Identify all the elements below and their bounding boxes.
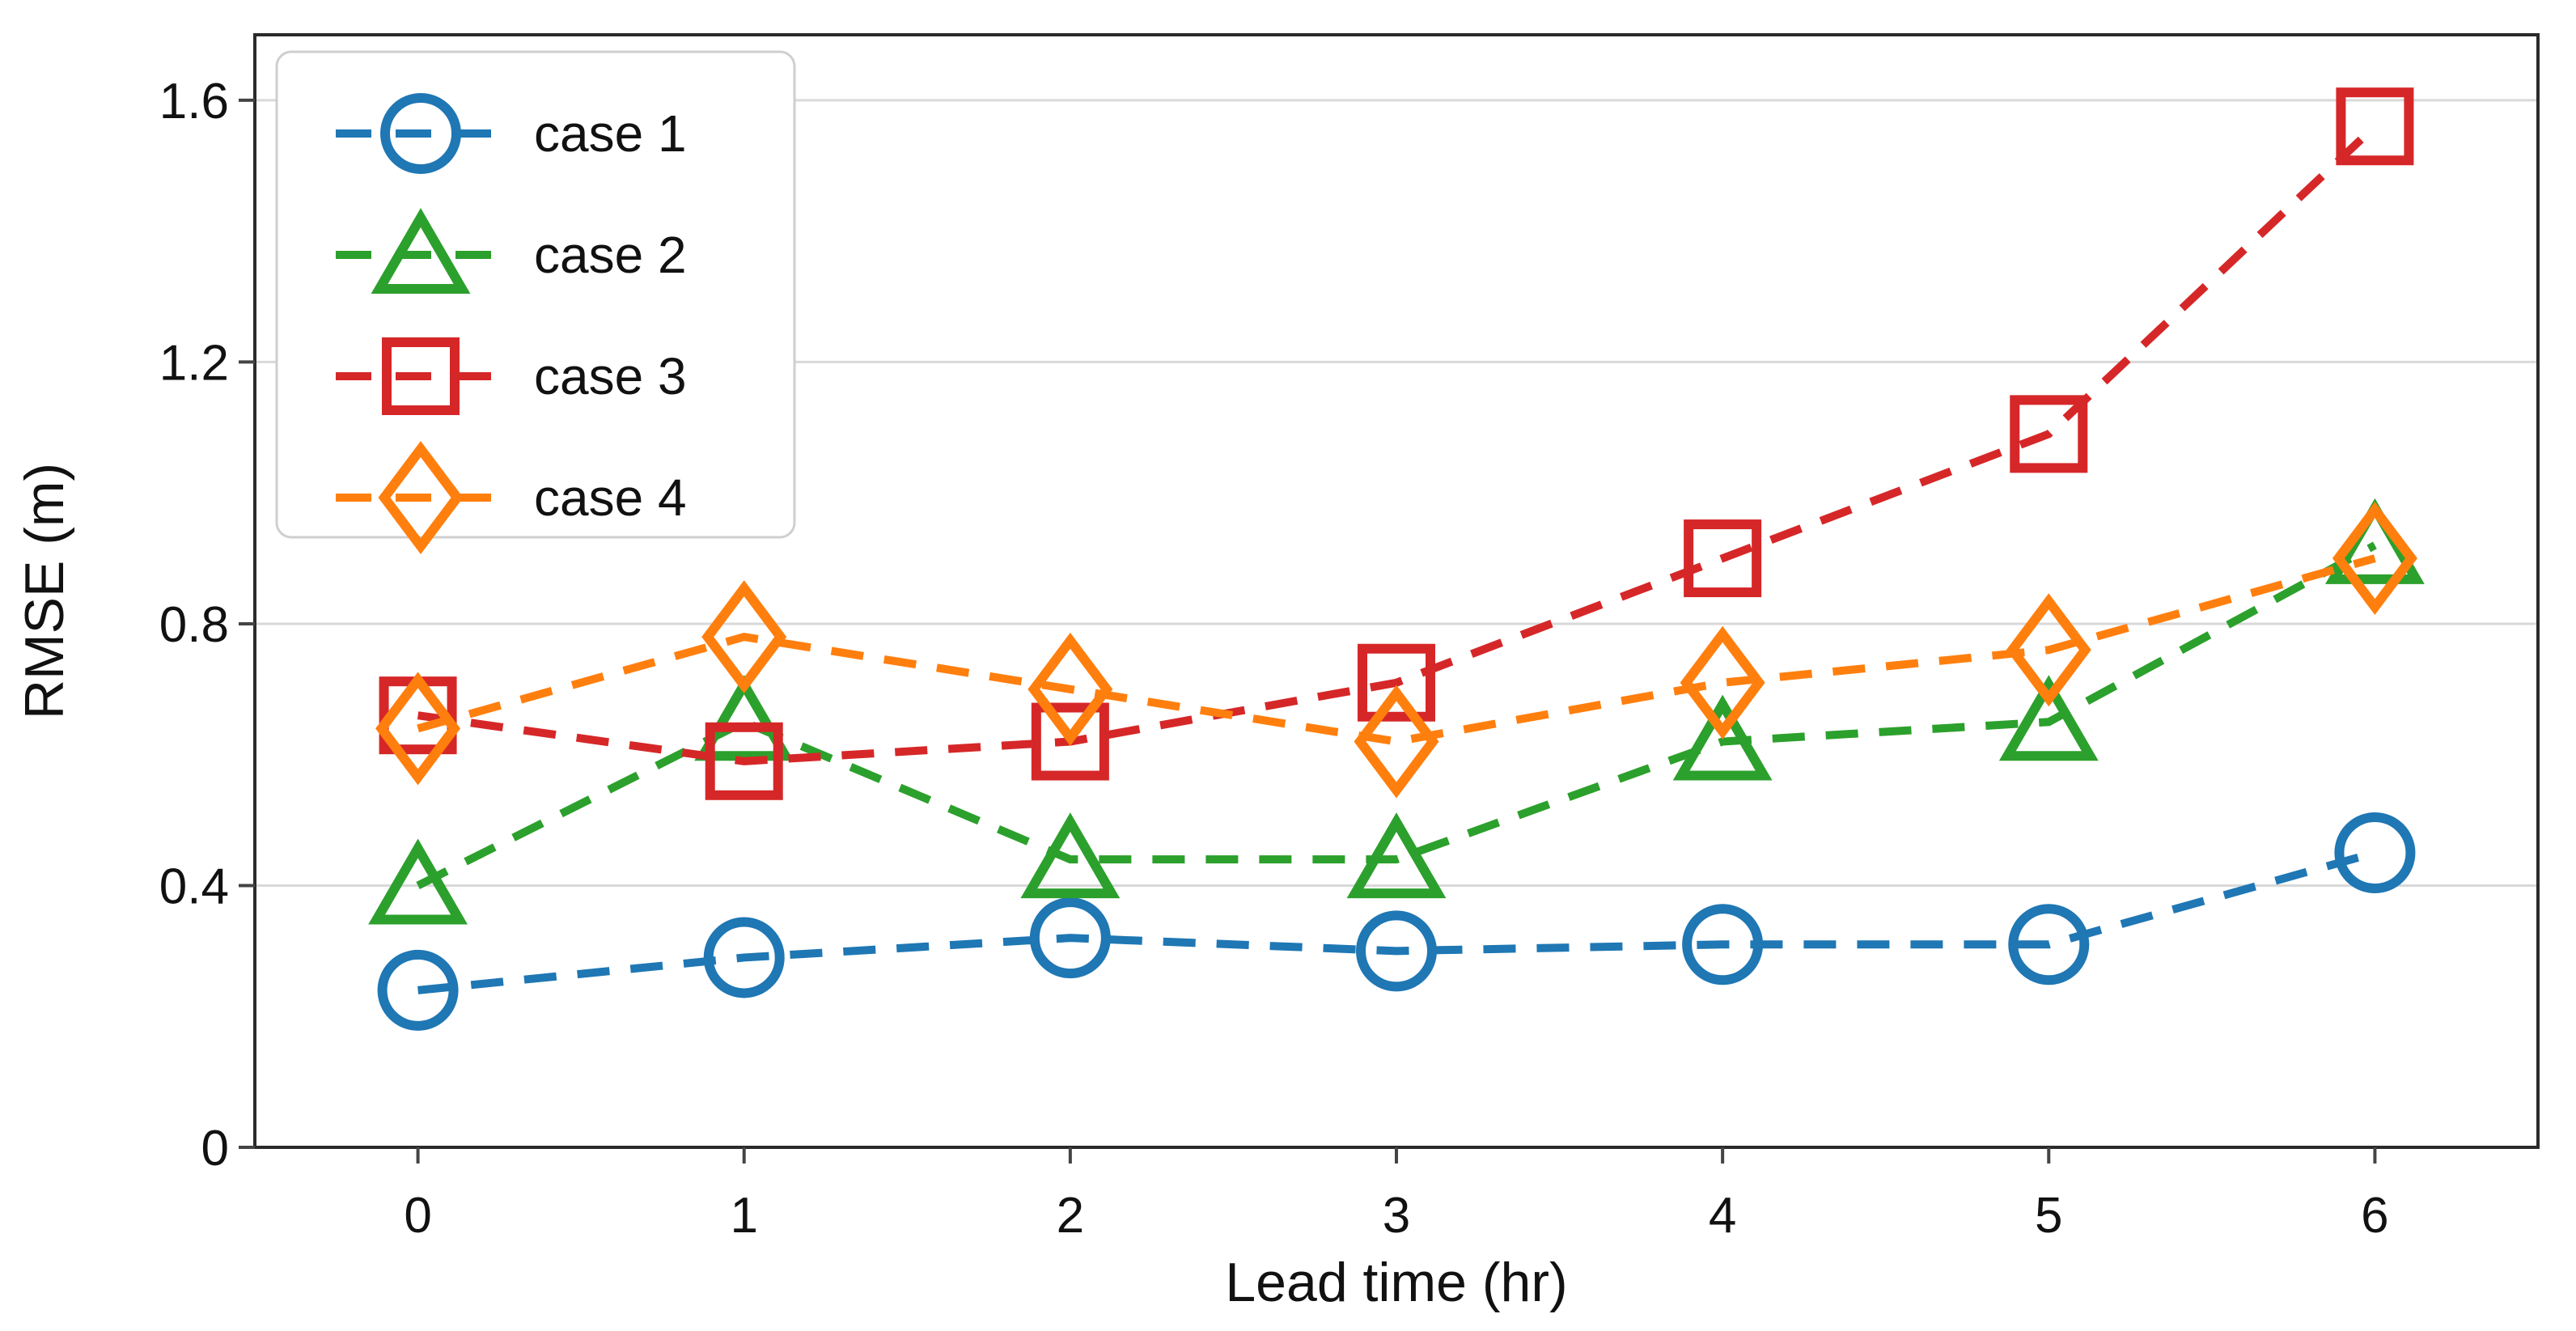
y-tick-label-1.2: 1.2 [159, 335, 229, 391]
triangle-marker [694, 675, 794, 761]
y-tick-label-1.6: 1.6 [159, 74, 229, 129]
triangle-marker [1672, 694, 1773, 781]
legend-label-2: case 2 [534, 226, 687, 284]
diamond-marker [701, 580, 787, 694]
diamond-marker [2006, 593, 2091, 707]
legend-item-case-2 [336, 208, 506, 294]
triangle-marker [1346, 812, 1447, 899]
legend-item-case-4 [336, 441, 506, 554]
legend-square-icon [382, 337, 460, 415]
x-tick-label-6: 6 [2361, 1188, 2388, 1244]
legend-label-4: case 4 [534, 468, 687, 527]
x-tick-label-5: 5 [2035, 1188, 2062, 1244]
series-case-4 [375, 502, 2417, 799]
diamond-marker [1680, 625, 1765, 740]
square-marker [1358, 643, 1435, 722]
series-case-2 [368, 498, 2425, 925]
legend-diamond-icon [378, 441, 464, 554]
circle-marker [2334, 812, 2416, 894]
triangle-marker [1998, 675, 2099, 761]
circle-marker [377, 949, 459, 1031]
x-tick-label-1: 1 [730, 1188, 757, 1244]
circle-marker [2008, 904, 2090, 986]
y-tick-label-0.8: 0.8 [159, 597, 229, 653]
x-axis-label: Lead time (hr) [1225, 1252, 1567, 1313]
x-tick-label-4: 4 [1709, 1188, 1736, 1244]
y-tick-label-0: 0 [201, 1121, 229, 1176]
circle-marker [703, 917, 785, 998]
legend [275, 50, 796, 554]
triangle-marker [1020, 812, 1121, 899]
diamond-marker [1027, 632, 1113, 746]
x-tick-label-0: 0 [404, 1188, 431, 1244]
y-axis-label: RMSE (m) [14, 463, 75, 719]
series-line-1 [417, 849, 2376, 994]
square-marker [2010, 395, 2088, 473]
diamond-marker [1354, 685, 1439, 799]
diamond-marker [2332, 502, 2417, 616]
diamond-marker [375, 672, 461, 786]
square-marker [1684, 519, 1762, 598]
x-tick-label-2: 2 [1057, 1188, 1084, 1244]
legend-item-case-3 [336, 337, 506, 415]
series-case-3 [379, 87, 2414, 800]
circle-marker [1682, 904, 1764, 986]
series-case-1 [377, 812, 2416, 1031]
square-marker [705, 722, 783, 800]
series-line-3 [417, 123, 2378, 765]
legend-box [275, 50, 796, 539]
series-line-4 [417, 554, 2376, 746]
square-marker [1031, 702, 1109, 781]
legend-triangle-icon [371, 208, 471, 294]
square-marker [2336, 87, 2414, 166]
circle-marker [1356, 910, 1437, 992]
x-tick-label-3: 3 [1383, 1188, 1410, 1244]
legend-circle-icon [380, 93, 461, 174]
series-line-2 [416, 541, 2377, 889]
triangle-marker [368, 838, 468, 925]
legend-label-3: case 3 [534, 347, 687, 405]
circle-marker [1029, 897, 1111, 979]
legend-item-case-1 [336, 93, 506, 174]
y-tick-label-0.4: 0.4 [159, 858, 229, 914]
legend-label-1: case 1 [534, 104, 687, 163]
